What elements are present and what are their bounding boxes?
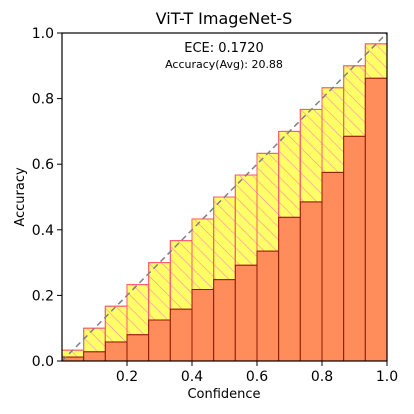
accuracy-bar-2: [104, 341, 128, 362]
accuracy-bar-10: [278, 216, 301, 362]
x-tick-label-2: 0.6: [246, 369, 268, 385]
accuracy-bar-8: [234, 264, 258, 362]
gap-hatch-0: [61, 349, 85, 358]
gap-hatch-14: [364, 43, 388, 79]
accuracy-bar-4: [148, 319, 171, 362]
accuracy-bar-3: [126, 334, 150, 362]
gap-hatch-1: [83, 327, 106, 353]
gap-hatch-9: [256, 152, 280, 252]
gap-hatch-8: [234, 174, 258, 266]
gap-hatch-3: [126, 284, 150, 336]
gap-hatch-12: [321, 87, 345, 173]
accuracy-annotation: Accuracy(Avg): 20.88: [165, 58, 283, 71]
x-tick-label-0: 0.2: [116, 369, 138, 385]
y-tick-label-4: 0.8: [32, 92, 54, 108]
y-tick-label-5: 1.0: [32, 26, 54, 42]
perfect-calibration-line: [61, 32, 388, 362]
accuracy-bar-6: [191, 288, 215, 362]
gap-hatch-7: [213, 196, 236, 281]
gap-hatch-10: [278, 130, 301, 218]
y-tick-label-0: 0.0: [32, 354, 54, 370]
accuracy-bar-13: [343, 135, 366, 362]
gap-hatch-11: [299, 108, 323, 203]
y-tick-label-2: 0.4: [32, 223, 54, 239]
x-tick-label-1: 0.4: [181, 369, 203, 385]
accuracy-bar-7: [213, 279, 236, 362]
x-tick-label-4: 1.0: [376, 369, 398, 385]
y-tick-label-3: 0.6: [32, 157, 54, 173]
y-tick-label-1: 0.2: [32, 288, 54, 304]
gap-hatch-5: [169, 240, 193, 310]
x-tick-label-3: 0.8: [311, 369, 333, 385]
accuracy-bar-12: [321, 171, 345, 362]
chart-title: ViT-T ImageNet-S: [156, 9, 293, 28]
gap-hatch-4: [148, 262, 171, 321]
gap-hatch-2: [104, 305, 128, 343]
accuracy-bar-11: [299, 201, 323, 362]
gap-hatch-6: [191, 218, 215, 290]
bars-layer: [61, 43, 388, 362]
accuracy-bar-5: [169, 308, 193, 362]
accuracy-bar-14: [364, 77, 388, 362]
x-axis-label: Confidence: [187, 387, 260, 402]
accuracy-bar-9: [256, 250, 280, 362]
gap-hatch-13: [343, 65, 366, 137]
ece-annotation: ECE: 0.1720: [184, 41, 264, 56]
plot-frame: [61, 32, 388, 362]
accuracy-bar-1: [83, 351, 106, 362]
ticks-layer: 0.2 0.4 0.6 0.8 1.0 0.0 0.2 0.4 0.6 0.8 1.0: [32, 26, 398, 385]
y-axis-label: Accuracy: [13, 167, 28, 227]
